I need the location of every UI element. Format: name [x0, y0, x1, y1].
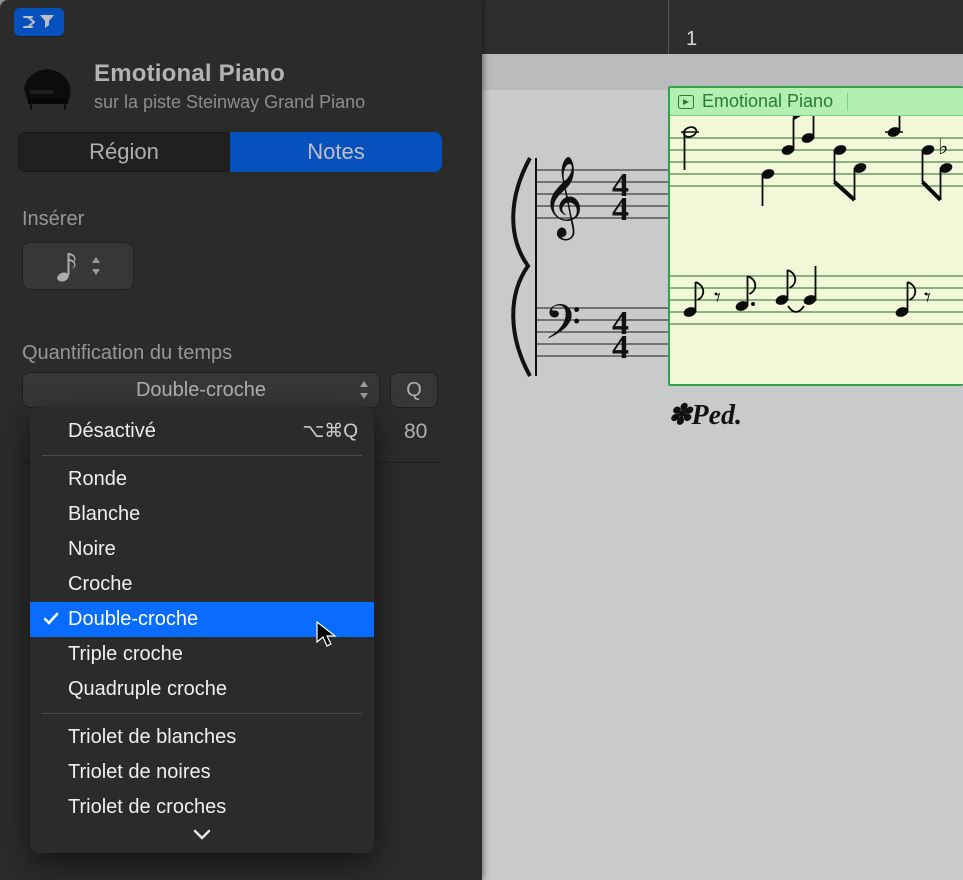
- bar-number: 1: [686, 28, 697, 51]
- insert-note-value[interactable]: [22, 242, 134, 290]
- time-quantize-label: Quantification du temps: [22, 342, 232, 365]
- region-name: Emotional Piano: [702, 91, 833, 112]
- stepper-icon: [91, 255, 101, 277]
- bar-ruler[interactable]: 1: [482, 0, 963, 54]
- region-loop-icon: [678, 95, 694, 109]
- region-notation: ♭ 𝄾 𝄾: [670, 116, 963, 386]
- apply-quantize-button[interactable]: Q: [390, 372, 438, 408]
- menu-item[interactable]: Ronde: [30, 462, 374, 497]
- menu-separator: [42, 713, 362, 714]
- region-notes-segmented[interactable]: Région Notes: [18, 132, 442, 172]
- menu-item-label: Triolet de noires: [68, 761, 211, 784]
- track-title: Emotional Piano: [94, 60, 464, 88]
- score-area: 1 𝄞: [482, 0, 963, 880]
- menu-item-label: Blanche: [68, 503, 140, 526]
- svg-text:𝄾: 𝄾: [924, 283, 931, 312]
- midi-region[interactable]: Emotional Piano ♭ 𝄾 𝄾: [668, 86, 963, 386]
- menu-item[interactable]: Triolet de noires: [30, 755, 374, 790]
- grand-piano-icon: [18, 56, 76, 114]
- chevron-down-icon: [193, 829, 211, 841]
- filter-toolbar-button[interactable]: [14, 8, 64, 36]
- region-header[interactable]: Emotional Piano: [670, 88, 963, 116]
- track-lane-header: [482, 54, 963, 90]
- time-quantize-select[interactable]: Double-croche: [22, 372, 380, 408]
- menu-shortcut: ⌥⌘Q: [302, 420, 358, 443]
- filter-merge-icon: [22, 13, 56, 31]
- menu-item-label: Ronde: [68, 468, 127, 491]
- svg-text:𝄢: 𝄢: [544, 296, 581, 361]
- grand-staff: 𝄞 𝄢 4 4 4 4: [500, 148, 670, 388]
- menu-item-label: Triolet de croches: [68, 796, 226, 819]
- svg-text:𝄾: 𝄾: [714, 283, 721, 312]
- menu-item[interactable]: Noire: [30, 532, 374, 567]
- stepper-icon: [358, 378, 370, 402]
- menu-item-label: Désactivé: [68, 420, 156, 443]
- menu-item-label: Quadruple croche: [68, 678, 227, 701]
- svg-text:𝄞: 𝄞: [542, 157, 583, 240]
- menu-item-label: Croche: [68, 573, 132, 596]
- mouse-cursor-icon: [314, 620, 340, 650]
- track-header: Emotional Piano sur la piste Steinway Gr…: [0, 52, 482, 123]
- menu-item[interactable]: Triolet de croches: [30, 790, 374, 825]
- menu-item-label: Triolet de blanches: [68, 726, 236, 749]
- insert-label: Insérer: [22, 208, 84, 231]
- svg-text:4: 4: [612, 329, 629, 366]
- menu-more[interactable]: [30, 825, 374, 843]
- menu-item[interactable]: Quadruple croche: [30, 672, 374, 707]
- segment-region[interactable]: Région: [18, 132, 230, 172]
- menu-item-disabled[interactable]: Désactivé ⌥⌘Q: [30, 414, 374, 449]
- menu-item[interactable]: Croche: [30, 567, 374, 602]
- track-subtitle: sur la piste Steinway Grand Piano: [94, 92, 464, 113]
- menu-item[interactable]: Blanche: [30, 497, 374, 532]
- svg-text:4: 4: [612, 191, 629, 228]
- time-quantize-value: Double-croche: [136, 379, 266, 402]
- menu-item-label: Noire: [68, 538, 116, 561]
- segment-notes[interactable]: Notes: [230, 132, 442, 172]
- sixteenth-note-icon: [55, 249, 81, 283]
- menu-separator: [42, 455, 362, 456]
- bar-tick: [668, 0, 669, 54]
- root: Emotional Piano sur la piste Steinway Gr…: [0, 0, 963, 880]
- check-icon: [42, 610, 60, 628]
- menu-item[interactable]: Triolet de blanches: [30, 720, 374, 755]
- svg-text:♭: ♭: [938, 134, 948, 159]
- pedal-marking: ✽Ped.: [668, 398, 742, 432]
- velocity-value: 80: [404, 420, 427, 444]
- menu-item-label: Double-croche: [68, 608, 198, 631]
- menu-item-label: Triple croche: [68, 643, 183, 666]
